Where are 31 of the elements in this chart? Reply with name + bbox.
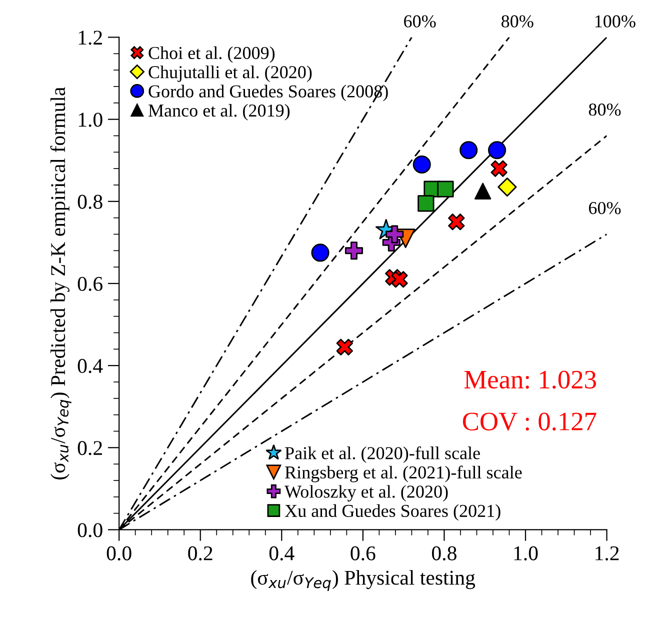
y-tick-label: 0.0 <box>78 523 102 538</box>
legend-label: Manco et al. (2019) <box>148 104 290 120</box>
legend-label: Choi et al. (2009) <box>148 46 275 63</box>
y-axis-title: (σ$_{xu}$/σ$_{Yeq}$) Predicted by Z-K empirical formula <box>50 87 72 480</box>
series-label: 100% <box>595 15 636 28</box>
legend-label: Xu and Guedes Soares (2021) <box>284 504 500 521</box>
legend-label: Ringsberg et al. (2021)-full scale <box>285 466 522 482</box>
x-tick-label: 0.4 <box>269 546 294 560</box>
y-tick-label: 0.2 <box>78 441 102 456</box>
y-tick-label: 1.2 <box>78 30 102 45</box>
legend-label: Chujutalli et al. (2020) <box>148 66 312 82</box>
x-tick-label: 0.0 <box>106 546 132 560</box>
x-tick-label: 1.2 <box>596 546 619 560</box>
annotation: COV : 0.127 <box>462 412 596 431</box>
series-label: 80% <box>588 103 621 116</box>
legend-label: Paik et al. (2020)-full scale <box>285 446 480 463</box>
series-label: 60% <box>404 15 436 28</box>
y-tick-label: 1.0 <box>78 112 102 127</box>
y-tick-label: 0.6 <box>78 276 102 292</box>
y-tick-label: 0.4 <box>78 358 103 374</box>
series-label: 80% <box>502 15 534 28</box>
annotation: Mean: 1.023 <box>464 370 596 389</box>
x-tick-label: 0.6 <box>350 546 376 560</box>
legend-label: Gordo and Guedes Soares (2008) <box>148 84 388 102</box>
legend-label: Woloszky et al. (2020) <box>284 485 448 502</box>
x-axis-title: (σ$_{xu}$/σ$_{Yeq}$) Physical testing <box>251 570 476 592</box>
x-tick-label: 1.0 <box>514 546 538 560</box>
x-tick-label: 0.2 <box>188 546 212 560</box>
series-label: 60% <box>588 202 621 214</box>
x-tick-label: 0.8 <box>432 546 456 560</box>
y-tick-label: 0.8 <box>78 194 102 209</box>
